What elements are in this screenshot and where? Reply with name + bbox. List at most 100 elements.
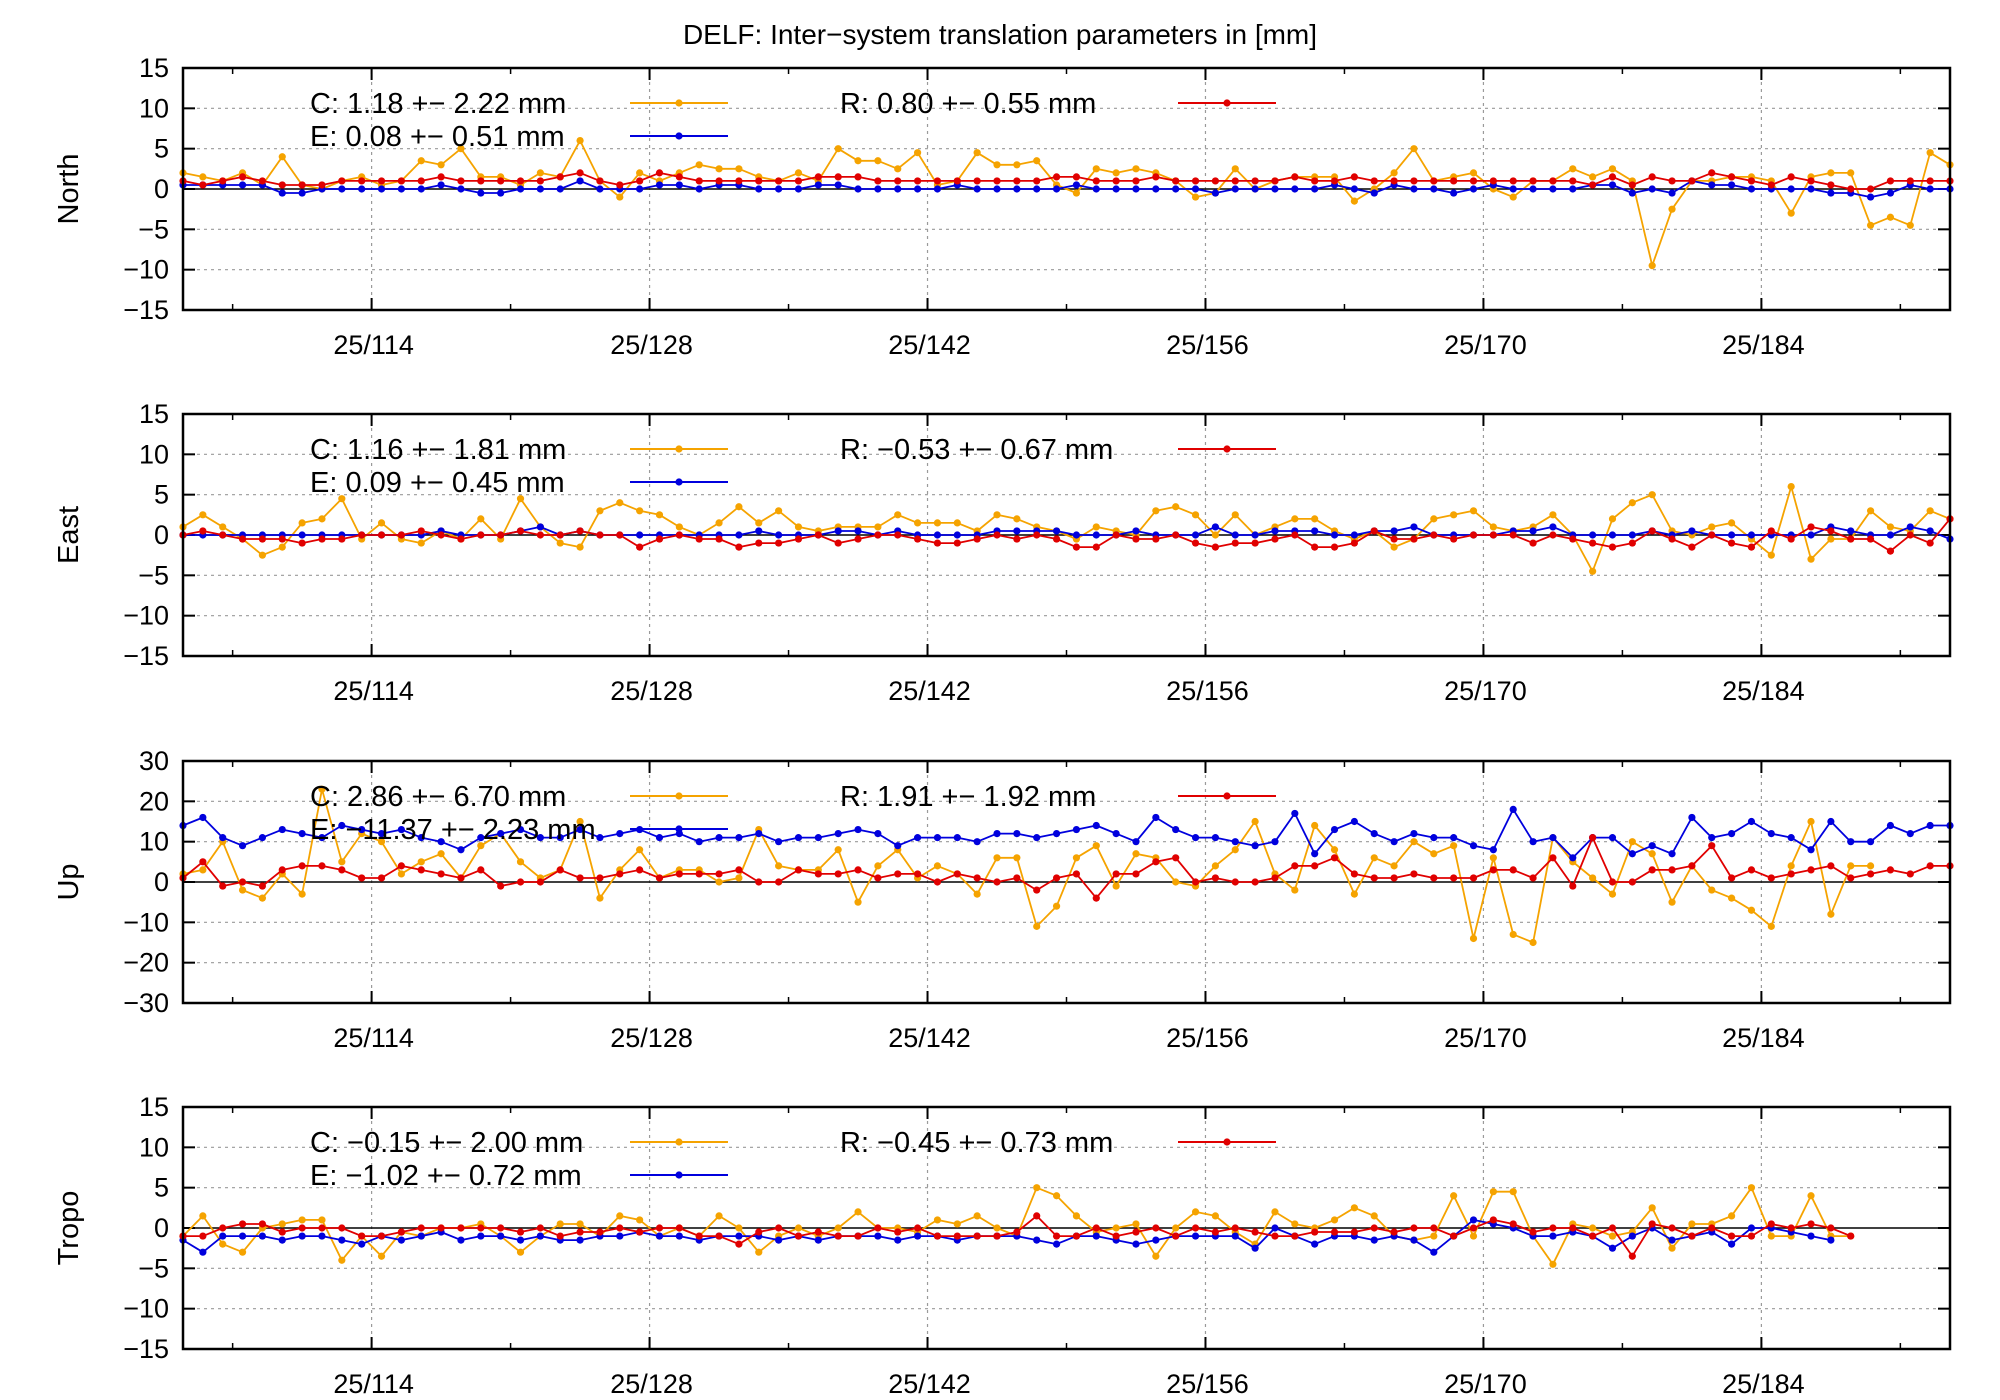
data-point-e (1390, 527, 1398, 535)
data-point-r (775, 539, 783, 547)
data-point-e (894, 842, 902, 850)
data-point-e (1628, 531, 1636, 539)
data-point-c (1450, 842, 1458, 850)
data-point-r (1330, 1228, 1339, 1236)
data-point-e (1350, 185, 1358, 193)
data-point-c (1847, 862, 1855, 870)
data-point-r (298, 181, 306, 189)
data-point-e (318, 834, 326, 842)
data-point-e (1827, 1236, 1835, 1244)
data-point-e (1529, 185, 1537, 193)
data-point-c (636, 507, 644, 515)
data-point-c (1211, 862, 1220, 870)
data-point-r (1450, 535, 1458, 543)
data-point-r (1172, 854, 1180, 862)
data-point-r (1450, 177, 1458, 185)
data-point-e (1807, 846, 1815, 854)
legend-label-r: R: 1.91 +− 1.92 mm (840, 781, 1096, 813)
data-point-r (894, 1228, 902, 1236)
data-point-r (1211, 543, 1220, 551)
data-point-r (1827, 1224, 1835, 1232)
data-point-e (1132, 1240, 1140, 1248)
data-point-r (1628, 539, 1636, 547)
data-point-e (1271, 838, 1279, 846)
data-point-r (1271, 874, 1279, 882)
data-point-r (1291, 1232, 1299, 1240)
data-point-e (1231, 531, 1239, 539)
data-point-e (1787, 185, 1795, 193)
legend-marker-c (675, 1138, 683, 1146)
data-point-e (1886, 821, 1895, 830)
data-point-e (397, 185, 405, 193)
legend-marker-r (1223, 99, 1231, 107)
data-point-r (1052, 874, 1061, 882)
data-point-e (874, 185, 882, 193)
data-point-c (1569, 165, 1577, 173)
data-point-r (1668, 177, 1676, 185)
data-point-c (715, 519, 723, 527)
data-point-c (794, 1224, 803, 1232)
data-point-e (1866, 193, 1875, 201)
data-point-c (1052, 1192, 1061, 1200)
data-point-e (1191, 834, 1200, 842)
data-point-r (417, 866, 425, 874)
data-point-e (1052, 1240, 1061, 1248)
data-point-r (1589, 1232, 1597, 1240)
data-point-e (1033, 1236, 1041, 1244)
data-point-r (1926, 862, 1934, 870)
y-tick-label: 0 (154, 1213, 169, 1243)
data-point-e (735, 531, 743, 539)
data-point-c (596, 894, 604, 902)
data-point-r (1430, 177, 1438, 185)
data-point-e (338, 821, 346, 830)
data-point-r (675, 1224, 683, 1232)
legend-label-r: R: 0.80 +− 0.55 mm (840, 88, 1096, 120)
data-point-c (1291, 1220, 1299, 1228)
data-point-e (1271, 1224, 1279, 1232)
data-point-e (913, 834, 922, 842)
data-point-c (1549, 511, 1557, 519)
data-point-r (477, 177, 485, 185)
data-point-e (377, 185, 386, 193)
data-point-c (775, 507, 783, 515)
data-point-c (1092, 165, 1100, 173)
y-tick-label: −15 (123, 1334, 169, 1364)
data-point-c (1132, 850, 1140, 858)
x-tick-label: 25/156 (1166, 1369, 1249, 1399)
y-tick-label: 0 (154, 520, 169, 550)
data-point-r (933, 1232, 942, 1240)
data-point-r (1747, 1232, 1756, 1240)
data-point-r (298, 539, 306, 547)
data-point-c (1013, 515, 1021, 523)
data-point-e (576, 825, 584, 834)
data-point-c (1628, 499, 1636, 507)
data-point-r (417, 177, 425, 185)
data-point-c (1489, 1188, 1497, 1196)
data-point-c (1589, 567, 1597, 575)
data-point-r (1886, 547, 1895, 555)
data-point-e (894, 1236, 902, 1244)
data-point-e (874, 830, 882, 838)
data-point-r (775, 878, 783, 886)
data-point-e (814, 181, 822, 189)
data-point-e (1370, 189, 1378, 197)
data-point-r (1926, 539, 1934, 547)
data-point-c (1648, 1204, 1656, 1212)
data-point-r (516, 177, 525, 185)
y-tick-label: 15 (139, 53, 169, 83)
data-point-r (298, 862, 306, 870)
data-point-c (1728, 519, 1736, 527)
data-point-e (1132, 185, 1140, 193)
data-point-r (1390, 535, 1398, 543)
data-point-c (715, 1212, 723, 1220)
data-point-e (675, 181, 683, 189)
data-point-e (219, 834, 227, 842)
data-point-e (1311, 1240, 1319, 1248)
data-point-c (199, 173, 207, 181)
data-point-c (973, 890, 981, 898)
data-point-e (536, 185, 544, 193)
data-point-r (497, 177, 505, 185)
data-point-r (1747, 866, 1756, 874)
data-point-e (1430, 185, 1438, 193)
data-point-e (1787, 834, 1795, 842)
